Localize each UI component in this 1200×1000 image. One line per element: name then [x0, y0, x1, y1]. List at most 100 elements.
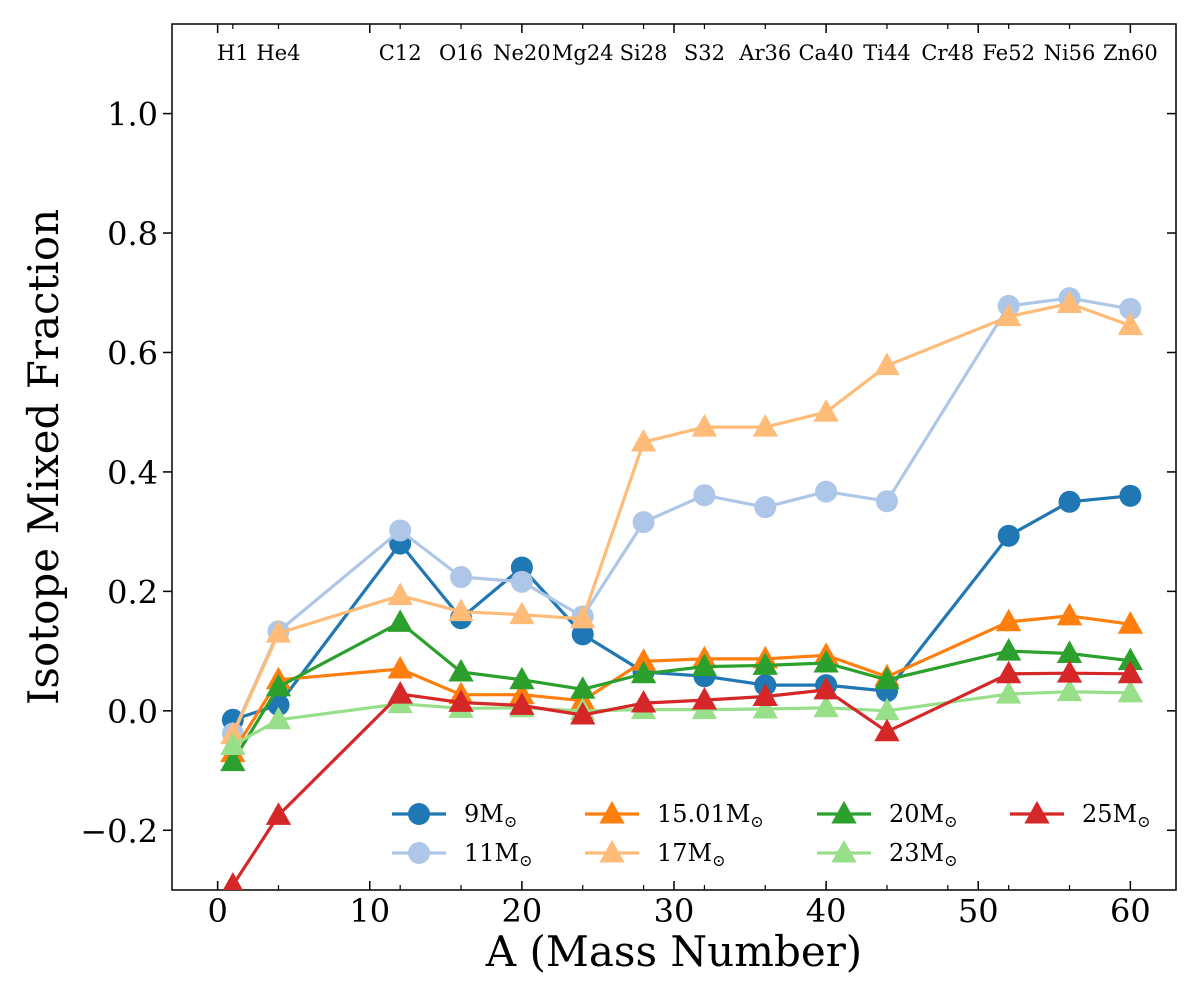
data-point-15-01m [387, 655, 413, 679]
data-point-15-01m [630, 648, 657, 671]
data-point-25m [448, 689, 474, 712]
data-point-17m [630, 428, 657, 452]
isotope-label-ti44: Ti44 [863, 41, 910, 65]
data-point-20m [570, 676, 596, 699]
data-point-17m [813, 399, 839, 422]
series-25m [222, 660, 1144, 890]
legend-marker-11m [408, 842, 430, 864]
isotope-label-h1: H1 [217, 41, 249, 65]
data-point-25m [1117, 660, 1144, 684]
data-point-23m [996, 681, 1022, 704]
data-point-9m [1119, 484, 1142, 507]
data-point-25m [630, 689, 657, 713]
legend-marker-20m [831, 800, 857, 824]
series-line-20m [231, 620, 1131, 763]
data-point-25m [570, 701, 596, 725]
data-point-17m [509, 601, 535, 625]
series-11m [221, 287, 1142, 745]
data-point-11m [1119, 297, 1142, 320]
legend-marker-9m [408, 803, 430, 825]
legend-item-15-01m: 15.01M⊙ [585, 800, 764, 831]
data-series [220, 287, 1144, 890]
legend-marker-17m [599, 839, 625, 863]
legend-item-23m: 23M⊙ [817, 839, 958, 870]
series-20m [220, 609, 1144, 772]
data-point-25m [691, 686, 718, 710]
series-line-25m [231, 671, 1131, 887]
legend-marker-25m [1024, 800, 1050, 824]
data-point-11m [815, 480, 838, 503]
data-point-9m [267, 693, 290, 716]
data-point-23m [220, 732, 246, 755]
isotope-label-he4: He4 [256, 41, 300, 65]
isotope-label-zn60: Zn60 [1103, 41, 1158, 65]
data-point-17m [691, 414, 718, 437]
data-point-25m [509, 692, 535, 715]
data-point-20m [448, 658, 474, 682]
y-tick-label: 0.6 [107, 334, 158, 372]
isotope-label-si28: Si28 [620, 41, 668, 65]
data-point-9m [1058, 490, 1081, 513]
legend-item-11m: 11M⊙ [392, 839, 533, 870]
data-point-11m [693, 484, 716, 507]
isotope-label-ar36: Ar36 [738, 41, 791, 65]
data-point-17m [874, 352, 900, 376]
legend-label-9m: 9M⊙ [464, 800, 517, 831]
legend-item-17m: 17M⊙ [585, 839, 726, 870]
data-point-20m [387, 609, 413, 632]
isotope-labels: H1 He4 C12 O16 Ne20 Mg24 Si28 S32 Ar36 Ca40 Ti44 Cr… [217, 41, 1158, 65]
data-point-20m [630, 660, 657, 684]
data-point-17m [1056, 290, 1083, 313]
data-point-11m [510, 570, 533, 593]
data-point-23m [874, 697, 900, 721]
legend: 9M⊙ 11M⊙ 15.01M⊙ 17M⊙ 20M⊙ 23M⊙ 25M⊙ [392, 800, 1151, 870]
data-point-25m [813, 676, 839, 700]
data-point-15-01m [996, 608, 1022, 632]
legend-label-11m: 11M⊙ [464, 839, 533, 870]
axis-ticks: 0 10 20 30 40 50 60 −0.2 0.0 0.2 0.4 0.6 0.8 1.0 [80, 24, 1176, 930]
x-tick-label: 50 [958, 892, 999, 930]
data-point-20m [220, 748, 246, 772]
legend-marker-23m [831, 839, 857, 863]
data-point-11m [754, 496, 777, 519]
data-point-20m [1056, 640, 1083, 663]
data-point-17m [752, 414, 778, 437]
legend-label-25m: 25M⊙ [1082, 800, 1151, 831]
isotope-label-cr48: Cr48 [921, 41, 974, 65]
isotope-label-ne20: Ne20 [493, 41, 551, 65]
data-point-20m [813, 649, 839, 673]
series-line-9m [232, 494, 1131, 722]
data-point-15-01m [1117, 611, 1144, 634]
data-point-23m [1056, 678, 1083, 702]
data-point-25m [996, 660, 1022, 684]
legend-item-9m: 9M⊙ [392, 800, 517, 831]
y-tick-label: 0.0 [107, 693, 158, 731]
data-point-23m [752, 695, 778, 719]
data-point-9m [997, 524, 1020, 547]
data-point-15-01m [1056, 602, 1083, 626]
x-tick-label: 10 [349, 892, 390, 930]
data-point-25m [387, 681, 413, 704]
data-point-25m [265, 802, 292, 825]
data-point-20m [509, 666, 535, 690]
data-point-17m [448, 598, 474, 622]
x-tick-label: 60 [1110, 892, 1151, 930]
isotope-label-c12: C12 [379, 41, 422, 65]
x-tick-label: 30 [654, 892, 695, 930]
y-axis-title: Isotope Mixed Fraction [19, 209, 68, 705]
series-line-11m [231, 296, 1131, 735]
isotope-label-o16: O16 [439, 41, 483, 65]
x-tick-label: 40 [806, 892, 847, 930]
legend-label-15-01m: 15.01M⊙ [657, 800, 764, 831]
data-point-17m [265, 620, 292, 643]
data-point-23m [1117, 679, 1144, 703]
legend-label-20m: 20M⊙ [889, 800, 958, 831]
y-tick-label: 0.2 [107, 573, 158, 611]
series-line-17m [231, 301, 1131, 736]
data-point-25m [752, 683, 778, 706]
series-17m [220, 290, 1144, 745]
data-point-23m [265, 706, 292, 730]
legend-item-25m: 25M⊙ [1010, 800, 1151, 831]
data-point-17m [387, 582, 413, 606]
